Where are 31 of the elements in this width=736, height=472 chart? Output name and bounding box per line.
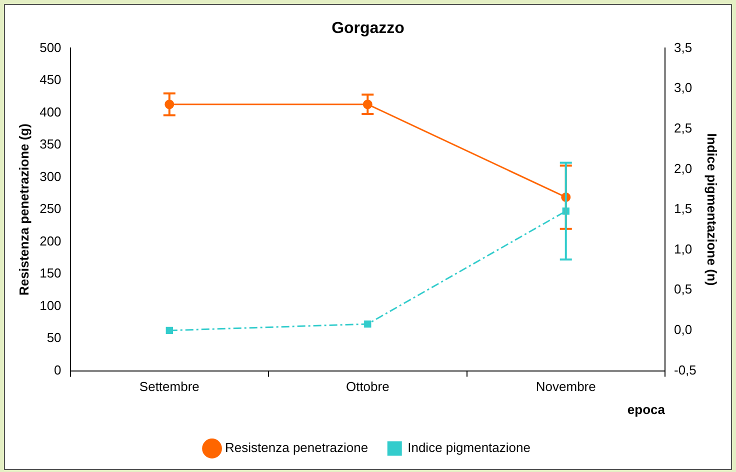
- y-tick-label: 150: [40, 266, 62, 281]
- point: [166, 326, 173, 334]
- y-tick-label: 100: [40, 298, 62, 313]
- legend-label: Resistenza penetrazione: [225, 440, 368, 456]
- y2-axis-title: Indice pigmentazione (n): [704, 133, 720, 286]
- y-tick-label: 200: [40, 233, 62, 248]
- point: [364, 320, 372, 328]
- y-axis-title: Resistenza penetrazione (g): [16, 124, 32, 296]
- x-tick-label: Ottobre: [346, 379, 390, 394]
- y2-tick-label: 0,5: [674, 282, 692, 297]
- y2-tick-label: 2,0: [674, 160, 692, 176]
- x-axis-title: epoca: [627, 402, 666, 417]
- y-tick-label: 400: [40, 104, 62, 120]
- y2-tick-label: 0,0: [674, 322, 692, 338]
- y-tick-label: 450: [40, 72, 62, 88]
- y-tick-label: 250: [40, 201, 62, 216]
- chart-title: Gorgazzo: [332, 20, 405, 38]
- y2-tick-label: 3,5: [674, 40, 692, 55]
- y2-tick-label: 3,0: [674, 80, 692, 96]
- y-tick-label: 0: [54, 362, 62, 378]
- y-tick-label: 300: [40, 168, 62, 184]
- y2-tick-label: 2,5: [674, 120, 692, 136]
- y2-tick-label: -0,5: [674, 362, 696, 378]
- y-tick-label: 350: [40, 136, 62, 152]
- y-tick-label: 50: [46, 330, 62, 346]
- y2-tick-label: 1,0: [674, 241, 692, 256]
- legend-label: Indice pigmentazione: [408, 440, 530, 456]
- x-tick-label: Novembre: [536, 379, 596, 394]
- x-tick-label: Settembre: [139, 379, 200, 394]
- y-tick-label: 500: [40, 40, 62, 55]
- y2-tick-label: 1,5: [674, 201, 692, 216]
